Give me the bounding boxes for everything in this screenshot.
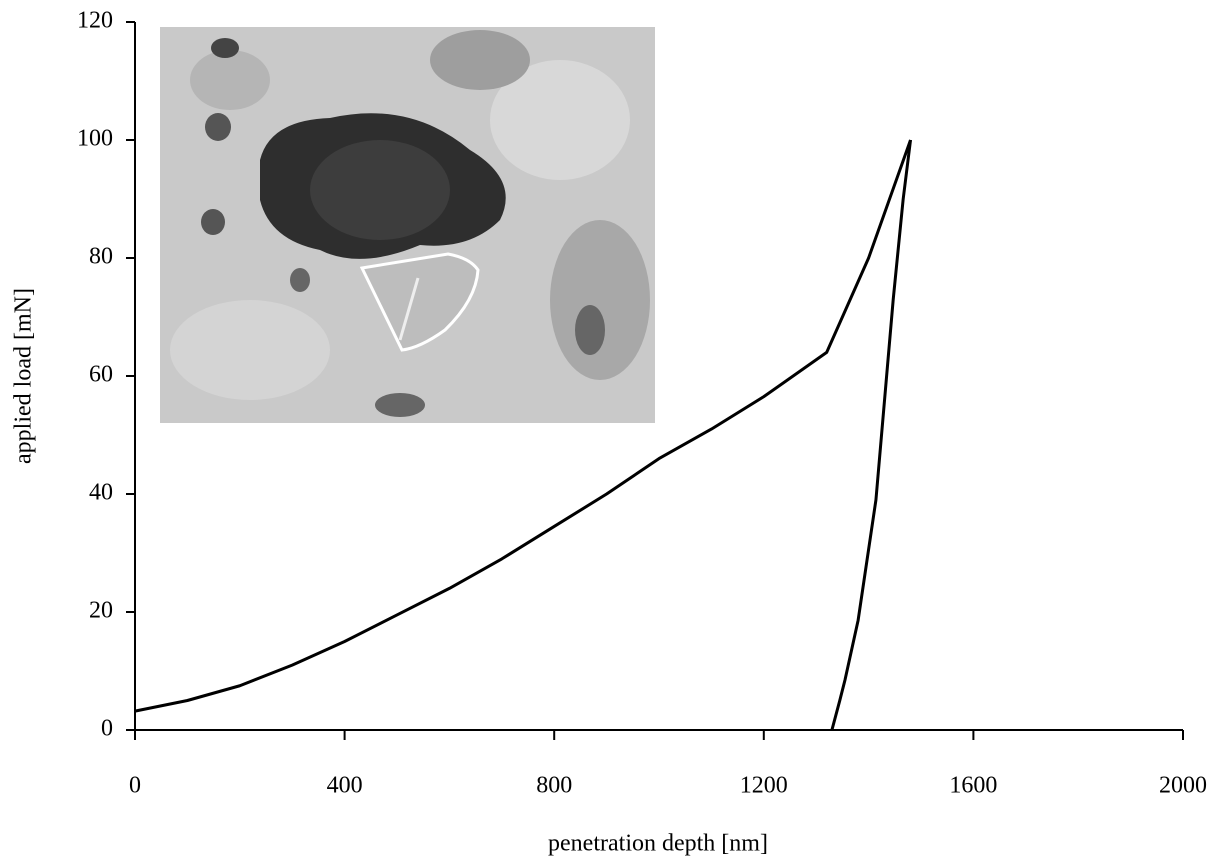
x-tick-label: 2000 — [1159, 773, 1207, 799]
inset-micrograph — [160, 27, 655, 423]
load-curve — [830, 139, 913, 731]
x-tick-label: 800 — [536, 773, 572, 799]
y-tick-label: 100 — [77, 126, 113, 152]
y-axis-title: applied load [mN] — [11, 288, 37, 464]
y-tick-label: 0 — [101, 716, 113, 742]
y-tick-label: 60 — [89, 362, 113, 388]
x-tick-label: 1200 — [740, 773, 788, 799]
y-tick-label: 80 — [89, 244, 113, 270]
y-tick-label: 40 — [89, 480, 113, 506]
y-tick-label: 120 — [77, 8, 113, 34]
x-tick-label: 400 — [327, 773, 363, 799]
x-tick-label: 0 — [129, 773, 141, 799]
x-axis-title: penetration depth [nm] — [548, 831, 768, 857]
x-tick-label: 1600 — [949, 773, 997, 799]
load-curve — [134, 139, 912, 713]
y-tick-label: 20 — [89, 598, 113, 624]
